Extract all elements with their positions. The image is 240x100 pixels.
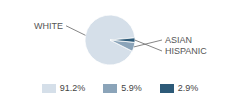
- svg-text:ASIAN: ASIAN: [165, 35, 192, 45]
- svg-text:HISPANIC: HISPANIC: [165, 46, 207, 56]
- svg-text:WHITE: WHITE: [34, 21, 63, 31]
- html-text:91.2%: 91.2%: [59, 83, 86, 93]
- html-text:5.9%: 5.9%: [121, 83, 142, 93]
- html-text:2.9%: 2.9%: [177, 83, 199, 93]
